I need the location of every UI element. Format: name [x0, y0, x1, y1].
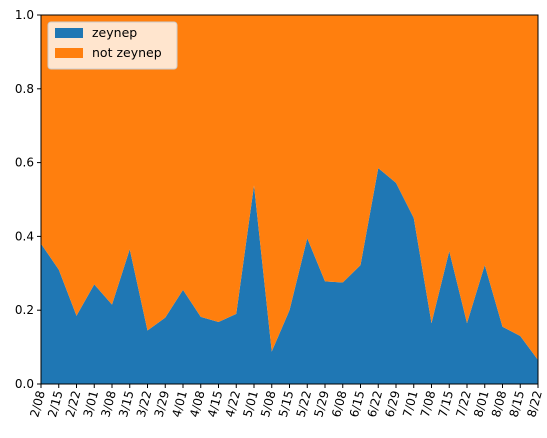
y-tick-label-1: 0.2 — [15, 303, 34, 317]
x-tick-label-22: 7/08 — [418, 389, 438, 419]
x-tick-label-21: 7/01 — [400, 389, 420, 419]
x-tick-label-24: 7/22 — [453, 389, 473, 419]
x-tick-label-10: 4/15 — [205, 389, 225, 419]
x-tick-label-14: 5/15 — [276, 389, 296, 419]
x-tick-label-18: 6/15 — [347, 389, 367, 419]
x-tick-label-8: 4/01 — [169, 389, 189, 419]
x-tick-label-17: 6/08 — [329, 389, 349, 419]
area-series-1 — [41, 15, 538, 361]
x-tick-label-12: 5/01 — [240, 389, 260, 419]
legend-label-0: zeynep — [92, 25, 137, 40]
x-tick-label-13: 5/08 — [258, 389, 278, 419]
x-tick-label-0: 2/08 — [27, 389, 47, 419]
x-tick-label-9: 4/08 — [187, 389, 207, 419]
legend-swatch-1 — [55, 48, 83, 58]
x-tick-label-15: 5/22 — [294, 389, 314, 419]
x-tick-label-25: 8/01 — [471, 389, 491, 419]
legend: zeynep not zeynep — [47, 21, 178, 70]
x-tick-label-4: 3/08 — [98, 389, 118, 419]
x-tick-label-6: 3/22 — [134, 389, 154, 419]
plot-areas — [41, 15, 538, 384]
y-tick-label-3: 0.6 — [15, 156, 34, 170]
x-tick-label-27: 8/15 — [507, 389, 527, 419]
x-tick-label-28: 8/22 — [524, 389, 544, 419]
x-tick-label-2: 2/22 — [63, 389, 83, 419]
y-tick-label-0: 0.0 — [15, 377, 34, 391]
x-tick-label-16: 5/29 — [311, 389, 331, 419]
legend-label-1: not zeynep — [92, 45, 162, 60]
y-tick-label-5: 1.0 — [15, 8, 34, 22]
area-series-0 — [41, 168, 538, 384]
x-tick-label-11: 4/22 — [223, 389, 243, 419]
y-tick-label-2: 0.4 — [15, 229, 34, 243]
x-tick-label-5: 3/15 — [116, 389, 136, 419]
y-axis: 0.0 0.2 0.4 0.6 0.8 1.0 — [15, 8, 41, 391]
y-tick-label-4: 0.8 — [15, 82, 34, 96]
x-tick-label-7: 3/29 — [152, 389, 172, 419]
x-tick-label-3: 3/01 — [81, 389, 101, 419]
x-tick-label-26: 8/08 — [489, 389, 509, 419]
x-axis: 2/082/152/223/013/083/153/223/294/014/08… — [27, 384, 545, 419]
x-tick-label-19: 6/22 — [365, 389, 385, 419]
legend-swatch-0 — [55, 28, 83, 38]
x-tick-label-20: 6/29 — [382, 389, 402, 419]
x-tick-label-1: 2/15 — [45, 389, 65, 419]
x-tick-label-23: 7/15 — [436, 389, 456, 419]
